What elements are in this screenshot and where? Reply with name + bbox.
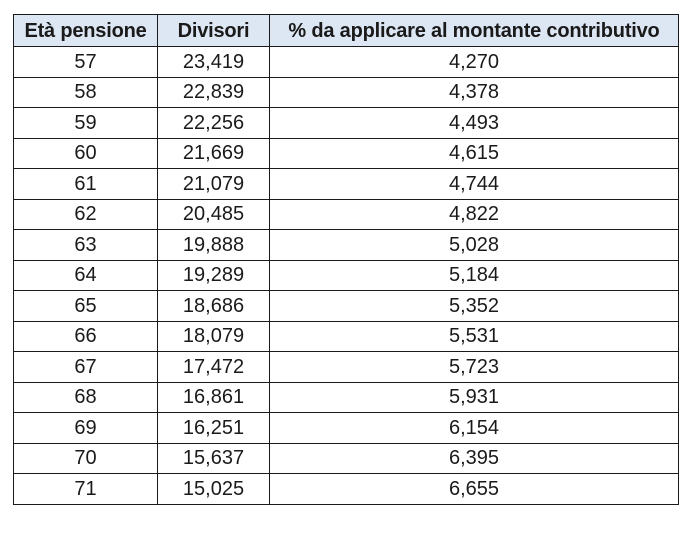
table-row: 58 22,839 4,378: [13, 76, 679, 108]
cell-eta: 68: [13, 381, 158, 413]
cell-percentuale: 4,493: [269, 107, 679, 139]
cell-divisore: 16,861: [157, 381, 270, 413]
cell-eta: 67: [13, 351, 158, 383]
cell-divisore: 23,419: [157, 46, 270, 78]
cell-divisore: 18,079: [157, 320, 270, 352]
cell-eta: 62: [13, 198, 158, 230]
table-row: 57 23,419 4,270: [13, 46, 679, 78]
cell-percentuale: 6,154: [269, 412, 679, 444]
table-row: 64 19,289 5,184: [13, 259, 679, 291]
header-divisori: Divisori: [157, 14, 270, 47]
cell-percentuale: 6,655: [269, 473, 679, 505]
cell-divisore: 18,686: [157, 290, 270, 322]
cell-divisore: 17,472: [157, 351, 270, 383]
cell-eta: 63: [13, 229, 158, 261]
cell-eta: 57: [13, 46, 158, 78]
cell-eta: 64: [13, 259, 158, 291]
cell-percentuale: 6,395: [269, 442, 679, 474]
table-row: 71 15,025 6,655: [13, 473, 679, 505]
table-row: 60 21,669 4,615: [13, 137, 679, 169]
cell-percentuale: 4,822: [269, 198, 679, 230]
cell-eta: 65: [13, 290, 158, 322]
cell-eta: 66: [13, 320, 158, 352]
coefficient-table: Età pensione Divisori % da applicare al …: [13, 14, 679, 505]
cell-eta: 69: [13, 412, 158, 444]
table-row: 59 22,256 4,493: [13, 107, 679, 139]
table-row: 62 20,485 4,822: [13, 198, 679, 230]
table-row: 65 18,686 5,352: [13, 290, 679, 322]
cell-divisore: 16,251: [157, 412, 270, 444]
header-percentuale: % da applicare al montante contributivo: [269, 14, 679, 47]
cell-eta: 71: [13, 473, 158, 505]
cell-divisore: 22,839: [157, 76, 270, 108]
cell-percentuale: 5,352: [269, 290, 679, 322]
cell-divisore: 19,289: [157, 259, 270, 291]
cell-divisore: 19,888: [157, 229, 270, 261]
cell-divisore: 22,256: [157, 107, 270, 139]
cell-percentuale: 4,378: [269, 76, 679, 108]
cell-divisore: 21,079: [157, 168, 270, 200]
cell-percentuale: 5,931: [269, 381, 679, 413]
table-header-row: Età pensione Divisori % da applicare al …: [13, 14, 679, 47]
cell-eta: 60: [13, 137, 158, 169]
cell-percentuale: 5,184: [269, 259, 679, 291]
coefficient-table-container: Età pensione Divisori % da applicare al …: [13, 14, 679, 505]
header-eta-pensione: Età pensione: [13, 14, 158, 47]
table-row: 63 19,888 5,028: [13, 229, 679, 261]
cell-divisore: 15,025: [157, 473, 270, 505]
cell-percentuale: 4,615: [269, 137, 679, 169]
cell-eta: 61: [13, 168, 158, 200]
cell-percentuale: 5,531: [269, 320, 679, 352]
cell-divisore: 21,669: [157, 137, 270, 169]
cell-percentuale: 4,270: [269, 46, 679, 78]
table-body: 57 23,419 4,270 58 22,839 4,378 59 22,25…: [13, 46, 679, 505]
table-row: 69 16,251 6,154: [13, 412, 679, 444]
table-row: 70 15,637 6,395: [13, 442, 679, 474]
cell-percentuale: 5,028: [269, 229, 679, 261]
table-row: 67 17,472 5,723: [13, 351, 679, 383]
cell-percentuale: 5,723: [269, 351, 679, 383]
table-row: 66 18,079 5,531: [13, 320, 679, 352]
cell-eta: 59: [13, 107, 158, 139]
cell-eta: 58: [13, 76, 158, 108]
cell-eta: 70: [13, 442, 158, 474]
table-row: 68 16,861 5,931: [13, 381, 679, 413]
table-row: 61 21,079 4,744: [13, 168, 679, 200]
cell-percentuale: 4,744: [269, 168, 679, 200]
cell-divisore: 15,637: [157, 442, 270, 474]
cell-divisore: 20,485: [157, 198, 270, 230]
